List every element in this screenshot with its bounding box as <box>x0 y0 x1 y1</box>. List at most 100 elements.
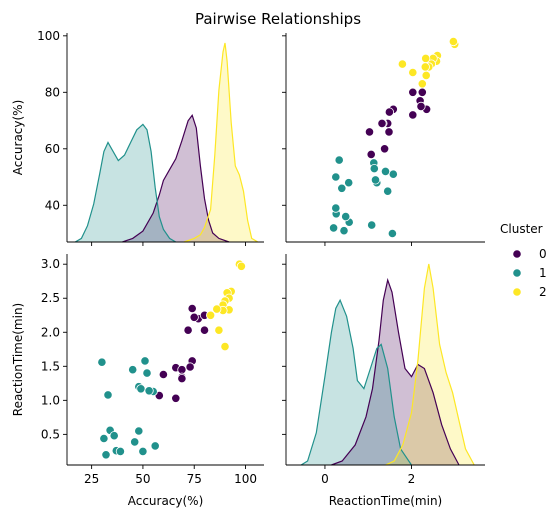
panel-accuracy-vs-reaction-point-cluster-1 <box>337 183 347 193</box>
panel-accuracy-kde-kde-fill-cluster-0 <box>122 115 230 242</box>
legend-label-cluster-2: 2 <box>539 285 547 299</box>
panel-reaction-vs-accuracy-point-cluster-0 <box>158 369 168 380</box>
panel-reaction-vs-accuracy-xtick-label: 50 <box>135 472 150 486</box>
panel-accuracy-vs-reaction <box>282 33 485 246</box>
panel-reaction-vs-accuracy-point-cluster-1 <box>134 426 144 436</box>
panel-reaction-vs-accuracy-point-cluster-1 <box>140 356 150 366</box>
panel-reaction-vs-accuracy-point-cluster-1 <box>99 433 109 444</box>
panel-accuracy-vs-reaction-point-cluster-2 <box>397 59 407 69</box>
legend-marker-cluster-0 <box>512 249 522 259</box>
panel-accuracy-kde-kde-line-cluster-0 <box>122 114 230 243</box>
panel-accuracy-vs-reaction-point-cluster-0 <box>364 127 375 137</box>
panel-reaction-vs-accuracy-point-cluster-1 <box>128 365 138 375</box>
panel-accuracy-vs-reaction-point-cluster-1 <box>380 166 391 176</box>
panel-reaction-kde-xtick-label: 0 <box>321 472 329 486</box>
panel-accuracy-vs-reaction-point-cluster-2 <box>417 79 427 89</box>
panel-reaction-vs-accuracy-ytick-label: 2.0 <box>41 325 60 339</box>
panel-accuracy-vs-reaction-point-cluster-1 <box>388 169 398 179</box>
panel-reaction-vs-accuracy-point-cluster-2 <box>220 341 230 352</box>
panel-reaction-vs-accuracy-point-cluster-1 <box>150 441 160 451</box>
legend-label-cluster-0: 0 <box>539 247 547 261</box>
panel-accuracy-vs-reaction-point-cluster-1 <box>344 178 354 188</box>
panel-reaction-vs-accuracy-ytick-label: 1.5 <box>41 359 60 373</box>
panel-accuracy-vs-reaction-point-cluster-0 <box>377 118 387 129</box>
panel-reaction-kde-kde-fill-cluster-1 <box>301 300 412 465</box>
panel-accuracy-vs-reaction-point-cluster-1 <box>331 203 341 213</box>
chart-title: Pairwise Relationships <box>195 10 361 28</box>
panel-reaction-vs-accuracy-ytick-label: 3.0 <box>41 257 60 271</box>
panel-reaction-vs-accuracy-point-cluster-1 <box>101 450 111 460</box>
panel-accuracy-vs-reaction-point-cluster-2 <box>421 53 431 64</box>
panel-reaction-vs-accuracy-point-cluster-1 <box>130 437 140 447</box>
panel-accuracy-vs-reaction-point-cluster-0 <box>408 87 418 97</box>
panel-accuracy-vs-reaction-point-cluster-0 <box>384 107 394 117</box>
y-axis-label-accuracy: Accuracy(%) <box>11 100 25 176</box>
panel-accuracy-vs-reaction-point-cluster-2 <box>408 67 418 78</box>
panel-accuracy-vs-reaction-point-cluster-2 <box>420 62 430 72</box>
panel-reaction-vs-accuracy-xtick-label: 75 <box>187 472 202 486</box>
panel-reaction-vs-accuracy: 0.5 1.0 1.5 2.0 2.5 3.0 25 50 75 100 <box>41 254 264 486</box>
panel-reaction-vs-accuracy-point-cluster-0 <box>189 312 199 322</box>
panel-reaction-vs-accuracy-point-cluster-1 <box>144 386 154 396</box>
panel-reaction-vs-accuracy-point-cluster-1 <box>109 431 119 441</box>
panel-accuracy-vs-reaction-point-cluster-0 <box>408 110 418 120</box>
legend-title: Cluster <box>500 222 543 236</box>
panel-reaction-vs-accuracy-point-cluster-2 <box>212 304 222 314</box>
panel-accuracy-kde-ytick-label: 80 <box>45 85 60 99</box>
panel-accuracy-vs-reaction-point-cluster-1 <box>383 186 393 196</box>
panel-accuracy-kde-kde-line-cluster-1 <box>74 123 177 243</box>
panel-accuracy-vs-reaction-point-cluster-1 <box>387 228 397 239</box>
panel-accuracy-vs-reaction-point-cluster-2 <box>448 36 458 47</box>
panel-reaction-vs-accuracy-point-cluster-0 <box>171 393 181 403</box>
panel-reaction-vs-accuracy-point-cluster-2 <box>214 325 224 335</box>
panel-reaction-kde-kde-line-cluster-1 <box>300 298 412 466</box>
panel-reaction-vs-accuracy-xtick-label: 25 <box>84 472 99 486</box>
panel-accuracy-vs-reaction-point-cluster-1 <box>341 212 351 222</box>
panel-reaction-vs-accuracy-point-cluster-1 <box>115 446 126 456</box>
panel-accuracy-vs-reaction-point-cluster-0 <box>366 149 376 159</box>
panel-accuracy-kde-ytick-label: 100 <box>37 29 60 43</box>
panel-accuracy-vs-reaction-point-cluster-2 <box>421 70 431 81</box>
panel-reaction-vs-accuracy-point-cluster-1 <box>136 384 146 394</box>
panel-reaction-vs-accuracy-ytick-label: 1.0 <box>41 393 60 407</box>
panel-accuracy-vs-reaction-point-cluster-1 <box>370 175 381 185</box>
y-axis-label-reaction: ReactionTime(min) <box>11 303 25 416</box>
panel-accuracy-vs-reaction-point-cluster-0 <box>416 101 426 112</box>
panel-reaction-vs-accuracy-point-cluster-0 <box>183 325 193 335</box>
panel-accuracy-kde-kde-line-cluster-2 <box>183 42 259 243</box>
panel-accuracy-vs-reaction-point-cluster-1 <box>339 226 349 236</box>
panel-reaction-vs-accuracy-point-cluster-0 <box>185 362 195 372</box>
panel-reaction-vs-accuracy-xtick-label: 100 <box>234 472 257 486</box>
panel-reaction-vs-accuracy-point-cluster-1 <box>142 368 152 378</box>
panel-reaction-kde-kde-line-cluster-0 <box>331 277 460 466</box>
legend-label-cluster-1: 1 <box>539 266 547 280</box>
panel-reaction-vs-accuracy-point-cluster-1 <box>103 390 113 400</box>
panel-accuracy-kde: 40 60 80 100 <box>37 29 264 246</box>
panel-accuracy-vs-reaction-point-cluster-0 <box>384 127 394 137</box>
panel-reaction-vs-accuracy-ytick-label: 2.5 <box>41 291 60 305</box>
panel-reaction-vs-accuracy-ytick-label: 0.5 <box>41 427 60 441</box>
panel-reaction-vs-accuracy-point-cluster-0 <box>177 373 187 384</box>
legend-items: 0 1 2 <box>512 247 547 299</box>
panel-accuracy-vs-reaction-point-cluster-1 <box>367 220 377 230</box>
panel-reaction-vs-accuracy-point-cluster-0 <box>187 303 197 314</box>
panel-reaction-kde-xtick-label: 2 <box>408 472 416 486</box>
panel-accuracy-kde-kde-fill-cluster-2 <box>184 43 258 242</box>
panel-reaction-vs-accuracy-point-cluster-1 <box>97 357 107 367</box>
panel-reaction-kde-kde-fill-cluster-2 <box>385 264 475 465</box>
panel-accuracy-vs-reaction-point-cluster-1 <box>369 164 379 174</box>
panel-accuracy-vs-reaction-point-cluster-0 <box>379 144 390 154</box>
panel-accuracy-vs-reaction-point-cluster-1 <box>331 172 341 182</box>
panel-reaction-kde-kde-fill-cluster-0 <box>331 280 459 465</box>
panel-reaction-kde-kde-line-cluster-2 <box>385 263 475 466</box>
legend-marker-cluster-2 <box>512 287 522 297</box>
panel-reaction-vs-accuracy-point-cluster-1 <box>138 446 148 456</box>
panel-accuracy-vs-reaction-point-cluster-1 <box>328 223 339 233</box>
panel-reaction-vs-accuracy-point-cluster-0 <box>199 325 210 335</box>
legend-marker-cluster-1 <box>512 268 522 278</box>
panel-accuracy-kde-kde-fill-cluster-1 <box>75 124 176 242</box>
